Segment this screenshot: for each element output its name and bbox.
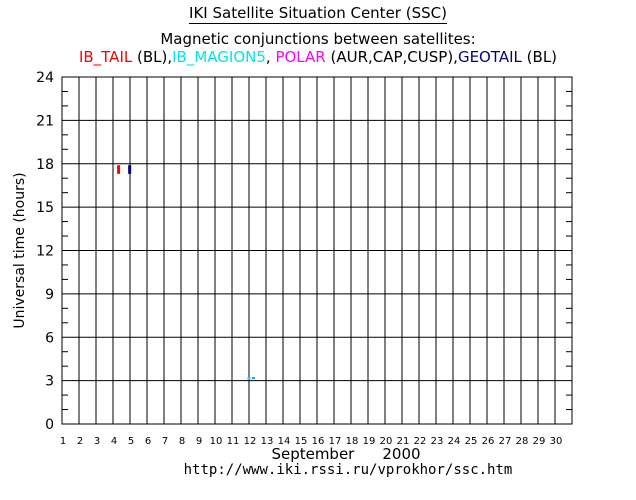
x-tick-label: 17 bbox=[329, 436, 342, 447]
data-mark-ib_tail bbox=[117, 165, 121, 174]
y-tick-label: 0 bbox=[45, 417, 54, 433]
x-tick-label: 5 bbox=[128, 436, 134, 447]
x-tick-label: 1 bbox=[60, 436, 66, 447]
month-label: September 2000 bbox=[271, 445, 421, 463]
x-tick-label: 12 bbox=[244, 436, 257, 447]
y-tick-label: 3 bbox=[45, 374, 54, 390]
page-subtitle: Magnetic conjunctions between satellites… bbox=[160, 30, 476, 48]
data-mark-ib_magion5 bbox=[247, 377, 251, 380]
x-tick-label: 15 bbox=[295, 436, 308, 447]
x-tick-label: 22 bbox=[414, 436, 427, 447]
x-tick-label: 24 bbox=[448, 436, 461, 447]
legend-segment-5: (AUR,CAP,CUSP), bbox=[325, 48, 458, 66]
source-url: http://www.iki.rssi.ru/vprokhor/ssc.htm bbox=[183, 462, 513, 478]
legend-segment-1: (BL), bbox=[132, 48, 173, 66]
legend-line: IB_TAIL (BL),IB_MAGION5, POLAR (AUR,CAP,… bbox=[0, 48, 636, 66]
legend-segment-7: (BL) bbox=[521, 48, 558, 66]
x-tick-label: 7 bbox=[162, 436, 168, 447]
legend-segment-4: POLAR bbox=[275, 48, 326, 66]
x-tick-label: 18 bbox=[346, 436, 359, 447]
y-tick-label: 18 bbox=[36, 157, 54, 173]
page-title: IKI Satellite Situation Center (SSC) bbox=[189, 4, 447, 24]
x-tick-label: 21 bbox=[397, 436, 410, 447]
y-tick-label: 15 bbox=[36, 200, 54, 216]
legend-segment-3: , bbox=[265, 48, 276, 66]
x-tick-label: 28 bbox=[516, 436, 529, 447]
data-mark-companion bbox=[252, 377, 255, 380]
x-tick-label: 13 bbox=[261, 436, 274, 447]
legend-segment-2: IB_MAGION5 bbox=[172, 48, 266, 66]
y-tick-label: 9 bbox=[45, 287, 54, 303]
y-tick-label: 6 bbox=[45, 330, 54, 346]
y-tick-label: 12 bbox=[36, 244, 54, 260]
x-tick-label: 3 bbox=[94, 436, 100, 447]
y-axis-label: Universal time (hours) bbox=[12, 172, 28, 328]
data-mark-geotail bbox=[128, 165, 132, 174]
x-tick-label: 20 bbox=[380, 436, 393, 447]
x-tick-label: 19 bbox=[363, 436, 376, 447]
legend-segment-6: GEOTAIL bbox=[457, 48, 522, 66]
x-tick-label: 30 bbox=[550, 436, 563, 447]
x-tick-label: 10 bbox=[210, 436, 223, 447]
x-tick-label: 11 bbox=[227, 436, 240, 447]
x-tick-label: 23 bbox=[431, 436, 444, 447]
legend-segment-0: IB_TAIL bbox=[78, 48, 133, 66]
y-tick-label: 21 bbox=[36, 113, 54, 129]
x-tick-label: 2 bbox=[77, 436, 83, 447]
x-tick-label: 8 bbox=[179, 436, 185, 447]
x-tick-label: 27 bbox=[499, 436, 512, 447]
x-tick-label: 16 bbox=[312, 436, 325, 447]
x-tick-label: 4 bbox=[111, 436, 117, 447]
x-tick-label: 25 bbox=[465, 436, 478, 447]
x-tick-label: 29 bbox=[533, 436, 546, 447]
x-tick-label: 6 bbox=[145, 436, 151, 447]
y-tick-label: 24 bbox=[36, 70, 54, 86]
x-tick-label: 26 bbox=[482, 436, 495, 447]
x-tick-label: 14 bbox=[278, 436, 291, 447]
plot-frame bbox=[61, 76, 573, 425]
x-tick-label: 9 bbox=[196, 436, 202, 447]
